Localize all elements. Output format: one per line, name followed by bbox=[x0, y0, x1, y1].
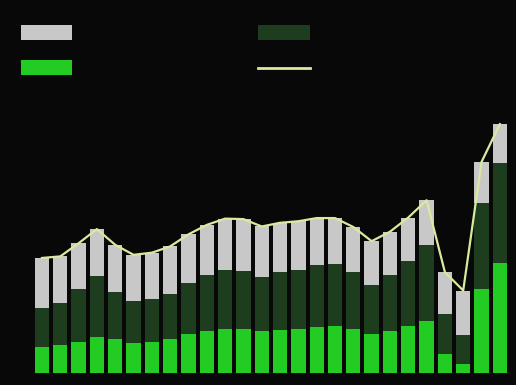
Bar bbox=[456, 335, 471, 364]
FancyBboxPatch shape bbox=[21, 25, 72, 40]
Bar bbox=[163, 294, 178, 339]
Bar bbox=[346, 272, 361, 329]
Bar bbox=[493, 164, 507, 263]
Bar bbox=[35, 308, 49, 347]
Bar bbox=[200, 275, 214, 331]
Bar bbox=[218, 329, 232, 373]
Bar bbox=[420, 245, 434, 321]
Bar bbox=[90, 229, 104, 276]
Bar bbox=[163, 339, 178, 373]
Bar bbox=[456, 291, 471, 335]
Bar bbox=[456, 364, 471, 373]
Bar bbox=[420, 321, 434, 373]
Bar bbox=[383, 275, 397, 331]
Bar bbox=[364, 285, 379, 334]
Bar bbox=[273, 272, 287, 330]
Bar bbox=[310, 327, 324, 373]
Bar bbox=[474, 203, 489, 290]
Bar bbox=[346, 227, 361, 272]
Bar bbox=[328, 218, 342, 264]
Bar bbox=[291, 329, 305, 373]
Bar bbox=[53, 303, 68, 345]
Bar bbox=[328, 326, 342, 373]
Bar bbox=[236, 219, 251, 271]
Bar bbox=[420, 200, 434, 245]
Bar bbox=[71, 290, 86, 342]
Bar bbox=[438, 314, 452, 353]
Bar bbox=[364, 241, 379, 285]
Bar bbox=[53, 345, 68, 373]
Bar bbox=[401, 261, 415, 326]
Bar bbox=[71, 342, 86, 373]
Bar bbox=[200, 331, 214, 373]
Bar bbox=[236, 329, 251, 373]
Bar bbox=[401, 218, 415, 261]
Bar bbox=[291, 221, 305, 270]
Bar bbox=[144, 253, 159, 299]
Bar bbox=[126, 301, 141, 343]
Bar bbox=[108, 245, 122, 292]
Bar bbox=[474, 162, 489, 203]
Bar bbox=[35, 347, 49, 373]
Bar bbox=[200, 225, 214, 275]
Bar bbox=[53, 256, 68, 303]
Bar bbox=[108, 339, 122, 373]
FancyBboxPatch shape bbox=[21, 60, 72, 75]
Bar bbox=[273, 223, 287, 272]
Bar bbox=[438, 353, 452, 373]
Bar bbox=[181, 334, 196, 373]
Bar bbox=[218, 270, 232, 329]
Bar bbox=[383, 331, 397, 373]
FancyBboxPatch shape bbox=[258, 25, 310, 40]
Bar bbox=[108, 292, 122, 339]
Bar bbox=[144, 299, 159, 342]
Bar bbox=[90, 337, 104, 373]
Bar bbox=[383, 232, 397, 275]
Bar bbox=[401, 326, 415, 373]
Bar bbox=[310, 218, 324, 265]
Bar bbox=[364, 334, 379, 373]
Bar bbox=[254, 331, 269, 373]
Bar bbox=[71, 243, 86, 290]
Bar bbox=[493, 263, 507, 373]
Bar bbox=[126, 255, 141, 301]
Bar bbox=[291, 270, 305, 329]
Bar bbox=[310, 265, 324, 327]
Bar bbox=[181, 283, 196, 334]
Bar bbox=[438, 272, 452, 314]
Bar bbox=[273, 330, 287, 373]
Bar bbox=[181, 234, 196, 283]
Bar bbox=[163, 246, 178, 294]
Bar bbox=[126, 343, 141, 373]
Bar bbox=[254, 226, 269, 277]
Bar bbox=[236, 271, 251, 329]
Bar bbox=[35, 258, 49, 308]
Bar bbox=[90, 276, 104, 337]
Bar bbox=[254, 277, 269, 331]
Bar bbox=[493, 124, 507, 164]
Bar bbox=[328, 264, 342, 326]
Bar bbox=[474, 290, 489, 373]
Bar bbox=[218, 219, 232, 270]
Bar bbox=[144, 342, 159, 373]
Bar bbox=[346, 329, 361, 373]
